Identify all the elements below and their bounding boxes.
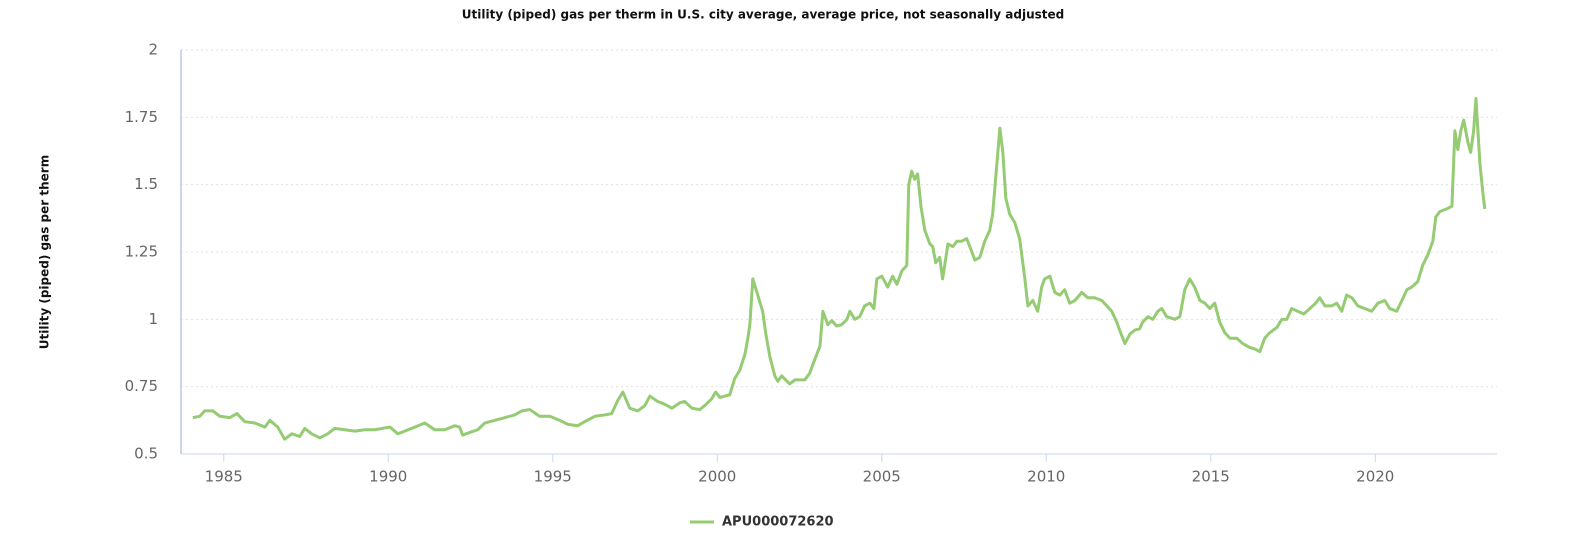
- y-tick-label: 1.25: [125, 243, 158, 261]
- legend-label: APU000072620: [722, 515, 834, 530]
- y-tick-label: 1.75: [125, 108, 158, 126]
- x-tick-label: 1990: [369, 468, 407, 486]
- x-tick-label: 2020: [1356, 468, 1394, 486]
- y-tick-label: 1.5: [134, 175, 158, 193]
- y-tick-label: 0.5: [134, 445, 158, 463]
- x-tick-label: 2010: [1027, 468, 1065, 486]
- x-tick-label: 2015: [1192, 468, 1230, 486]
- y-tick-label: 0.75: [125, 377, 158, 395]
- x-tick-label: 1995: [534, 468, 572, 486]
- y-tick-label: 1: [148, 310, 158, 328]
- data-line: [192, 96, 1487, 441]
- chart-title: Utility (piped) gas per therm in U.S. ci…: [462, 8, 1064, 22]
- y-axis-label: Utility (piped) gas per therm: [38, 155, 52, 349]
- x-tick-label: 1985: [205, 468, 243, 486]
- x-tick-label: 2005: [863, 468, 901, 486]
- x-tick-label: 2000: [698, 468, 736, 486]
- y-tick-label: 2: [148, 41, 158, 59]
